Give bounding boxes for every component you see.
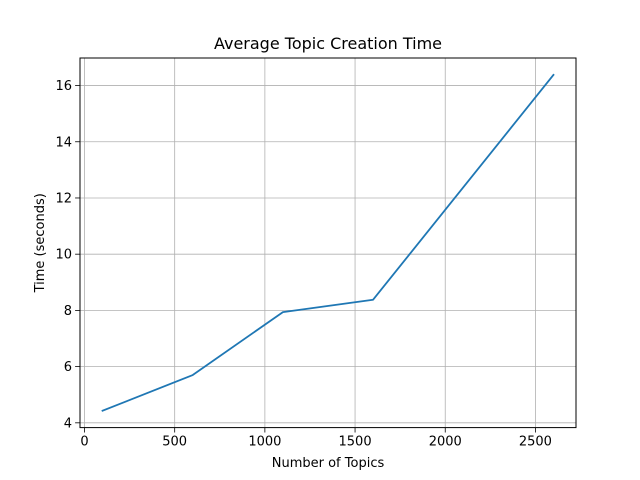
y-tick-label: 8	[64, 304, 72, 319]
ticks: 0 500 1000 1500 2000 2500 4 6 8 10 12 14 16	[55, 79, 552, 450]
y-tick-label: 10	[55, 248, 72, 263]
y-tick-label: 14	[55, 135, 72, 150]
y-axis-label: Time (seconds)	[33, 193, 48, 293]
x-tick-label: 1500	[339, 435, 372, 450]
plot-area-frame	[79, 57, 577, 429]
series-line	[101, 73, 555, 412]
x-tick-label: 2500	[519, 435, 552, 450]
chart-title: Average Topic Creation Time	[214, 34, 442, 53]
series-layer	[101, 73, 555, 412]
x-tick-label: 500	[162, 435, 187, 450]
y-tick-label: 12	[55, 191, 72, 206]
x-tick-label: 0	[80, 435, 88, 450]
x-axis-label: Number of Topics	[272, 456, 385, 471]
x-tick-label: 2000	[429, 435, 462, 450]
x-tick-label: 1000	[248, 435, 281, 450]
y-tick-label: 16	[55, 79, 72, 94]
grid	[80, 58, 576, 428]
y-tick-label: 4	[64, 416, 72, 431]
y-tick-label: 6	[64, 360, 72, 375]
